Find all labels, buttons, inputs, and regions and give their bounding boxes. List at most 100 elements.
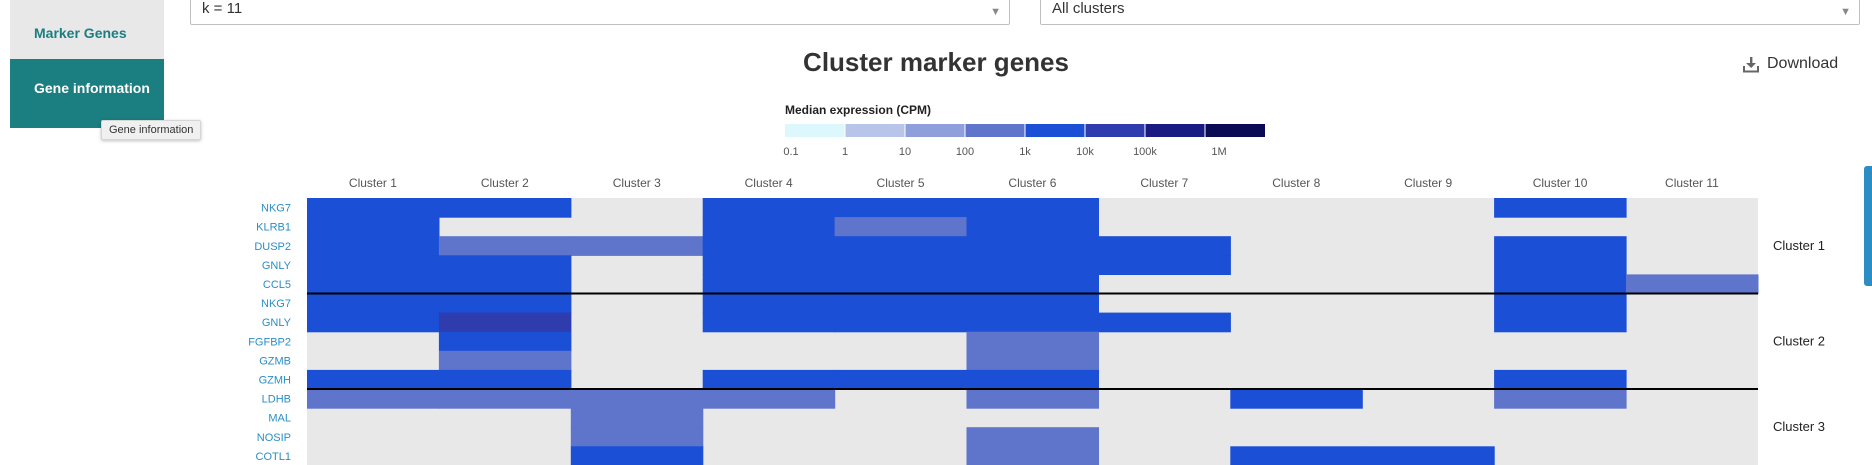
chevron-down-icon: ▼ <box>990 6 1001 18</box>
heatmap-cell[interactable] <box>570 408 704 428</box>
heatmap-cell[interactable] <box>834 198 968 218</box>
heatmap-cell[interactable] <box>834 312 968 333</box>
side-panel-tab[interactable] <box>1864 166 1872 286</box>
heatmap-cell[interactable] <box>438 293 572 314</box>
legend-tick-label: 100 <box>956 146 974 158</box>
row-label[interactable]: DUSP2 <box>254 241 291 253</box>
heatmap-cell[interactable] <box>438 198 572 218</box>
heatmap-cell[interactable] <box>570 236 704 256</box>
download-button[interactable]: Download <box>1743 55 1838 73</box>
heatmap-cell[interactable] <box>966 331 1100 352</box>
heatmap-cell[interactable] <box>307 236 440 256</box>
heatmap-cell[interactable] <box>438 350 572 371</box>
row-label[interactable]: NKG7 <box>261 298 291 310</box>
legend-tick-label: 1k <box>1019 146 1031 158</box>
row-label[interactable]: GNLY <box>262 260 292 272</box>
heatmap-cell[interactable] <box>1626 274 1759 295</box>
heatmap-cell[interactable] <box>438 331 572 352</box>
heatmap-cell[interactable] <box>834 255 968 275</box>
row-label[interactable]: GZMH <box>259 374 291 386</box>
tooltip: Gene information <box>101 120 202 140</box>
heatmap-cell[interactable] <box>966 350 1100 371</box>
heatmap-cell[interactable] <box>834 236 968 256</box>
k-select[interactable]: k = 11 ▼ <box>190 0 1010 25</box>
heatmap-cell[interactable] <box>307 274 440 295</box>
heatmap-cell[interactable] <box>1230 389 1363 409</box>
heatmap-cell[interactable] <box>702 236 836 256</box>
heatmap-cell[interactable] <box>307 312 440 333</box>
heatmap-cell[interactable] <box>834 369 968 390</box>
heatmap-cell[interactable] <box>1494 389 1627 409</box>
heatmap-cell[interactable] <box>702 312 836 333</box>
heatmap-cell[interactable] <box>1098 255 1231 275</box>
heatmap-cell[interactable] <box>1494 274 1627 295</box>
row-label[interactable]: CCL5 <box>263 279 291 291</box>
heatmap-cell[interactable] <box>438 369 572 390</box>
heatmap-cell[interactable] <box>307 389 440 409</box>
heatmap-cell[interactable] <box>1098 312 1231 333</box>
download-label: Download <box>1767 55 1839 72</box>
heatmap-cell[interactable] <box>570 446 704 465</box>
heatmap-cell[interactable] <box>966 236 1100 256</box>
group-label: Cluster 1 <box>1773 238 1825 253</box>
row-label[interactable]: GNLY <box>262 317 292 329</box>
row-label[interactable]: FGFBP2 <box>248 336 291 348</box>
heatmap-cell[interactable] <box>702 274 836 295</box>
heatmap-cell[interactable] <box>307 369 440 390</box>
heatmap-cell[interactable] <box>438 312 572 333</box>
row-label[interactable]: COTL1 <box>256 451 291 463</box>
heatmap-cell[interactable] <box>1494 369 1627 390</box>
heatmap-cell[interactable] <box>966 427 1100 447</box>
heatmap-cell[interactable] <box>438 274 572 295</box>
heatmap-cell[interactable] <box>966 293 1100 314</box>
heatmap-cell[interactable] <box>702 369 836 390</box>
heatmap-cell[interactable] <box>1494 198 1627 218</box>
heatmap-cell[interactable] <box>438 236 572 256</box>
cluster-select[interactable]: All clusters ▼ <box>1040 0 1860 25</box>
heatmap-cell[interactable] <box>834 217 968 237</box>
heatmap-cell[interactable] <box>307 198 440 218</box>
heatmap-cell[interactable] <box>966 274 1100 295</box>
row-label[interactable]: GZMB <box>259 355 291 367</box>
legend-tick-label: 100k <box>1133 146 1157 158</box>
heatmap-cell[interactable] <box>702 389 836 409</box>
column-label: Cluster 10 <box>1533 176 1588 190</box>
heatmap-cell[interactable] <box>438 255 572 275</box>
heatmap-cell[interactable] <box>702 255 836 275</box>
row-label[interactable]: NOSIP <box>257 432 291 444</box>
row-label[interactable]: NKG7 <box>261 203 291 215</box>
heatmap-cell[interactable] <box>1494 312 1627 333</box>
row-label[interactable]: LDHB <box>262 394 291 406</box>
heatmap-cell[interactable] <box>307 255 440 275</box>
heatmap-cell[interactable] <box>1494 293 1627 314</box>
column-label: Cluster 6 <box>1008 176 1056 190</box>
row-label[interactable]: MAL <box>268 413 291 425</box>
heatmap-cell[interactable] <box>570 427 704 447</box>
heatmap-cell[interactable] <box>702 198 836 218</box>
heatmap-cell[interactable] <box>1362 446 1495 465</box>
heatmap-cell[interactable] <box>1494 236 1627 256</box>
heatmap-cell[interactable] <box>438 389 572 409</box>
heatmap-cell[interactable] <box>570 389 704 409</box>
heatmap-cell[interactable] <box>966 198 1100 218</box>
heatmap-cell[interactable] <box>834 274 968 295</box>
heatmap-cell[interactable] <box>1098 236 1231 256</box>
heatmap-cell[interactable] <box>966 255 1100 275</box>
heatmap-cell[interactable] <box>1494 255 1627 275</box>
heatmap-cell[interactable] <box>307 293 440 314</box>
heatmap-cell[interactable] <box>966 446 1100 465</box>
heatmap-cell[interactable] <box>966 312 1100 333</box>
heatmap-cell[interactable] <box>966 389 1100 409</box>
heatmap-cell[interactable] <box>966 217 1100 237</box>
heatmap-cell[interactable] <box>834 293 968 314</box>
sidebar-item-marker-genes[interactable]: Marker Genes <box>10 0 164 59</box>
legend-swatch <box>905 124 965 137</box>
row-label[interactable]: KLRB1 <box>256 222 291 234</box>
heatmap-cell[interactable] <box>307 217 440 237</box>
sidebar-item-gene-information[interactable]: Gene information <box>10 59 164 128</box>
download-icon <box>1743 56 1759 72</box>
heatmap-cell[interactable] <box>1230 446 1363 465</box>
heatmap-cell[interactable] <box>966 369 1100 390</box>
heatmap-cell[interactable] <box>702 217 836 237</box>
heatmap-cell[interactable] <box>702 293 836 314</box>
